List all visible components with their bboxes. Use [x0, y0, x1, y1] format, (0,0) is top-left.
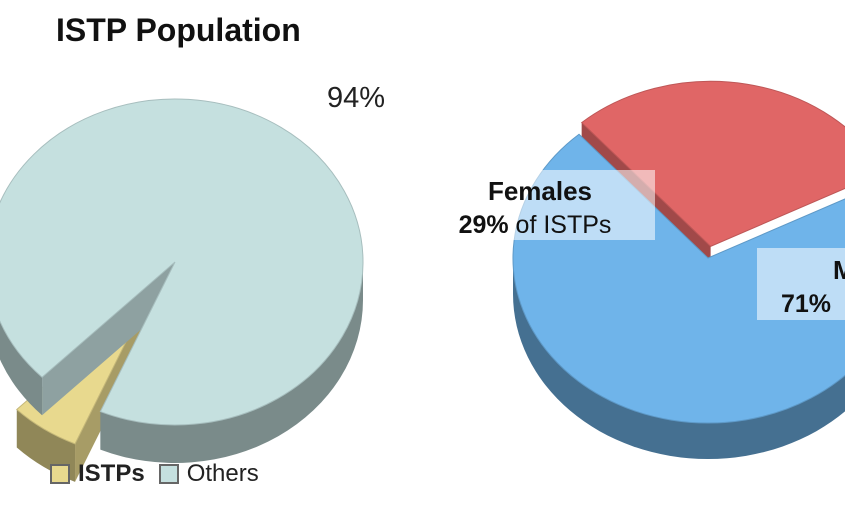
legend-item-others: Others	[158, 460, 259, 488]
legend-swatch-others	[158, 464, 179, 484]
legend: ISTPs Others	[50, 460, 259, 488]
legend-label-others: Others	[186, 460, 259, 487]
chart-title: ISTP Population	[56, 12, 301, 48]
data-label-others: 94%	[327, 82, 385, 114]
label-males-name: M	[833, 255, 845, 285]
istp-population-pie	[0, 98, 364, 482]
data-label-males: M 71%	[757, 248, 845, 320]
legend-item-istps: ISTPs	[50, 460, 145, 488]
istp-population-slice-others	[0, 98, 364, 463]
label-males-percent: 71%	[781, 290, 831, 318]
label-females-suffix: of ISTPs	[509, 211, 612, 239]
legend-label-istps: ISTPs	[78, 460, 145, 487]
data-label-females: Females 29% of ISTPs	[430, 170, 655, 240]
label-females-name: Females	[488, 176, 592, 206]
legend-swatch-istps	[50, 464, 70, 484]
label-females-percent: 29%	[459, 211, 509, 239]
label-females-percent-line: 29% of ISTPs	[459, 211, 612, 239]
